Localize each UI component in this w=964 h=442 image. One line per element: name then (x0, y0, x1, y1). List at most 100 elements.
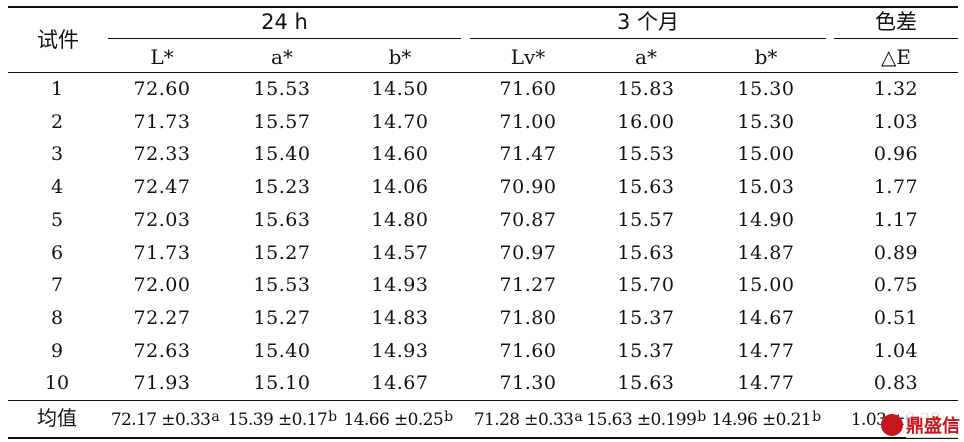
table-cell: 15.40 (253, 143, 311, 165)
table-cell: 15.57 (253, 111, 311, 133)
mean-value: 15.63 ±0.199 (586, 410, 697, 430)
table-cell: 71.73 (133, 242, 191, 264)
group-header-color-diff: 色差 (875, 10, 917, 34)
header-rule (8, 72, 958, 73)
bottom-rule (8, 437, 958, 439)
mean-cell: 15.39 ±0.17b (220, 410, 344, 429)
table-cell: 70.87 (499, 209, 557, 231)
mean-cell: 72.17 ±0.33a (103, 410, 227, 429)
table-cell: 14.67 (737, 307, 795, 329)
group-rule-color (834, 38, 958, 39)
table-cell: 14.67 (371, 372, 429, 394)
row-label: 9 (50, 340, 64, 362)
table-cell: 71.30 (499, 372, 557, 394)
table-cell: 72.00 (133, 274, 191, 296)
table-cell: 14.60 (371, 143, 429, 165)
table-cell: 0.96 (873, 143, 919, 165)
table-cell: 70.90 (499, 176, 557, 198)
row-label: 3 (50, 143, 64, 165)
row-label: 1 (50, 78, 64, 100)
mean-value: 14.66 ±0.25 (343, 410, 444, 430)
table-cell: 15.27 (253, 242, 311, 264)
table-cell: 14.93 (371, 340, 429, 362)
table-cell: 14.83 (371, 307, 429, 329)
mean-significance: b (444, 409, 453, 425)
table-cell: 72.33 (133, 143, 191, 165)
table-cell: 14.77 (737, 340, 795, 362)
table-cell: 71.80 (499, 307, 557, 329)
row-label: 5 (50, 209, 64, 231)
table-cell: 15.03 (737, 176, 795, 198)
sub-header: a* (271, 45, 293, 69)
row-label: 2 (50, 111, 64, 133)
mean-value: 72.17 ±0.33 (110, 410, 211, 430)
table-cell: 70.97 (499, 242, 557, 264)
table-cell: 72.63 (133, 340, 191, 362)
table-cell: 14.90 (737, 209, 795, 231)
table-cell: 15.10 (253, 372, 311, 394)
table-cell: 15.37 (617, 340, 675, 362)
group-header-3months: 3 个月 (616, 10, 680, 34)
table-cell: 14.06 (371, 176, 429, 198)
watermark-icon (881, 414, 903, 436)
table-cell: 14.93 (371, 274, 429, 296)
table-cell: 14.77 (737, 372, 795, 394)
table-cell: 14.50 (371, 78, 429, 100)
table-cell: 16.00 (617, 111, 675, 133)
table-cell: 15.53 (253, 78, 311, 100)
mean-value: 14.96 ±0.21 (711, 410, 812, 430)
sub-header: △E (881, 45, 911, 69)
mean-significance: b (812, 409, 821, 425)
top-rule (8, 6, 958, 8)
table-cell: 15.63 (617, 242, 675, 264)
table-cell: 1.32 (873, 78, 919, 100)
table-cell: 15.27 (253, 307, 311, 329)
group-rule-24h (108, 38, 461, 39)
table-cell: 15.23 (253, 176, 311, 198)
sub-header: Lv* (510, 45, 546, 69)
table-cell: 0.89 (873, 242, 919, 264)
table-cell: 15.63 (253, 209, 311, 231)
table-cell: 0.51 (873, 307, 919, 329)
mean-significance: a (574, 409, 583, 425)
row-header: 试件 (37, 28, 79, 52)
mean-cell: 14.96 ±0.21b (704, 410, 828, 429)
mean-value: 71.28 ±0.33 (473, 410, 574, 430)
group-header-24h: 24 h (261, 10, 308, 34)
sub-header: a* (635, 45, 657, 69)
row-label: 6 (50, 242, 64, 264)
table-cell: 71.00 (499, 111, 557, 133)
mean-cell: 14.66 ±0.25b (336, 410, 460, 429)
table-cell: 15.63 (617, 176, 675, 198)
table-cell: 15.57 (617, 209, 675, 231)
table-cell: 15.83 (617, 78, 675, 100)
row-label: 4 (50, 176, 64, 198)
mean-value: 15.39 ±0.17 (227, 410, 328, 430)
row-label: 8 (50, 307, 64, 329)
mean-significance: b (328, 409, 337, 425)
table-cell: 71.60 (499, 340, 557, 362)
table-cell: 15.30 (737, 111, 795, 133)
table-cell: 1.03 (873, 111, 919, 133)
table-cell: 72.47 (133, 176, 191, 198)
table-cell: 15.30 (737, 78, 795, 100)
table-cell: 14.80 (371, 209, 429, 231)
table-cell: 71.73 (133, 111, 191, 133)
mean-significance: a (211, 409, 220, 425)
table-cell: 15.40 (253, 340, 311, 362)
table-cell: 15.53 (253, 274, 311, 296)
table-cell: 15.53 (617, 143, 675, 165)
mean-significance: b (697, 409, 706, 425)
table-cell: 14.57 (371, 242, 429, 264)
mean-rule (8, 400, 958, 401)
table-cell: 0.75 (873, 274, 919, 296)
table-cell: 15.00 (737, 143, 795, 165)
mean-cell: 15.63 ±0.199b (584, 410, 708, 429)
table-cell: 72.03 (133, 209, 191, 231)
table-cell: 15.37 (617, 307, 675, 329)
watermark-text: 鼎盛信 (906, 412, 960, 438)
table-cell: 1.17 (873, 209, 919, 231)
table-cell: 72.60 (133, 78, 191, 100)
mean-label: 均值 (37, 406, 77, 430)
mean-cell: 71.28 ±0.33a (466, 410, 590, 429)
